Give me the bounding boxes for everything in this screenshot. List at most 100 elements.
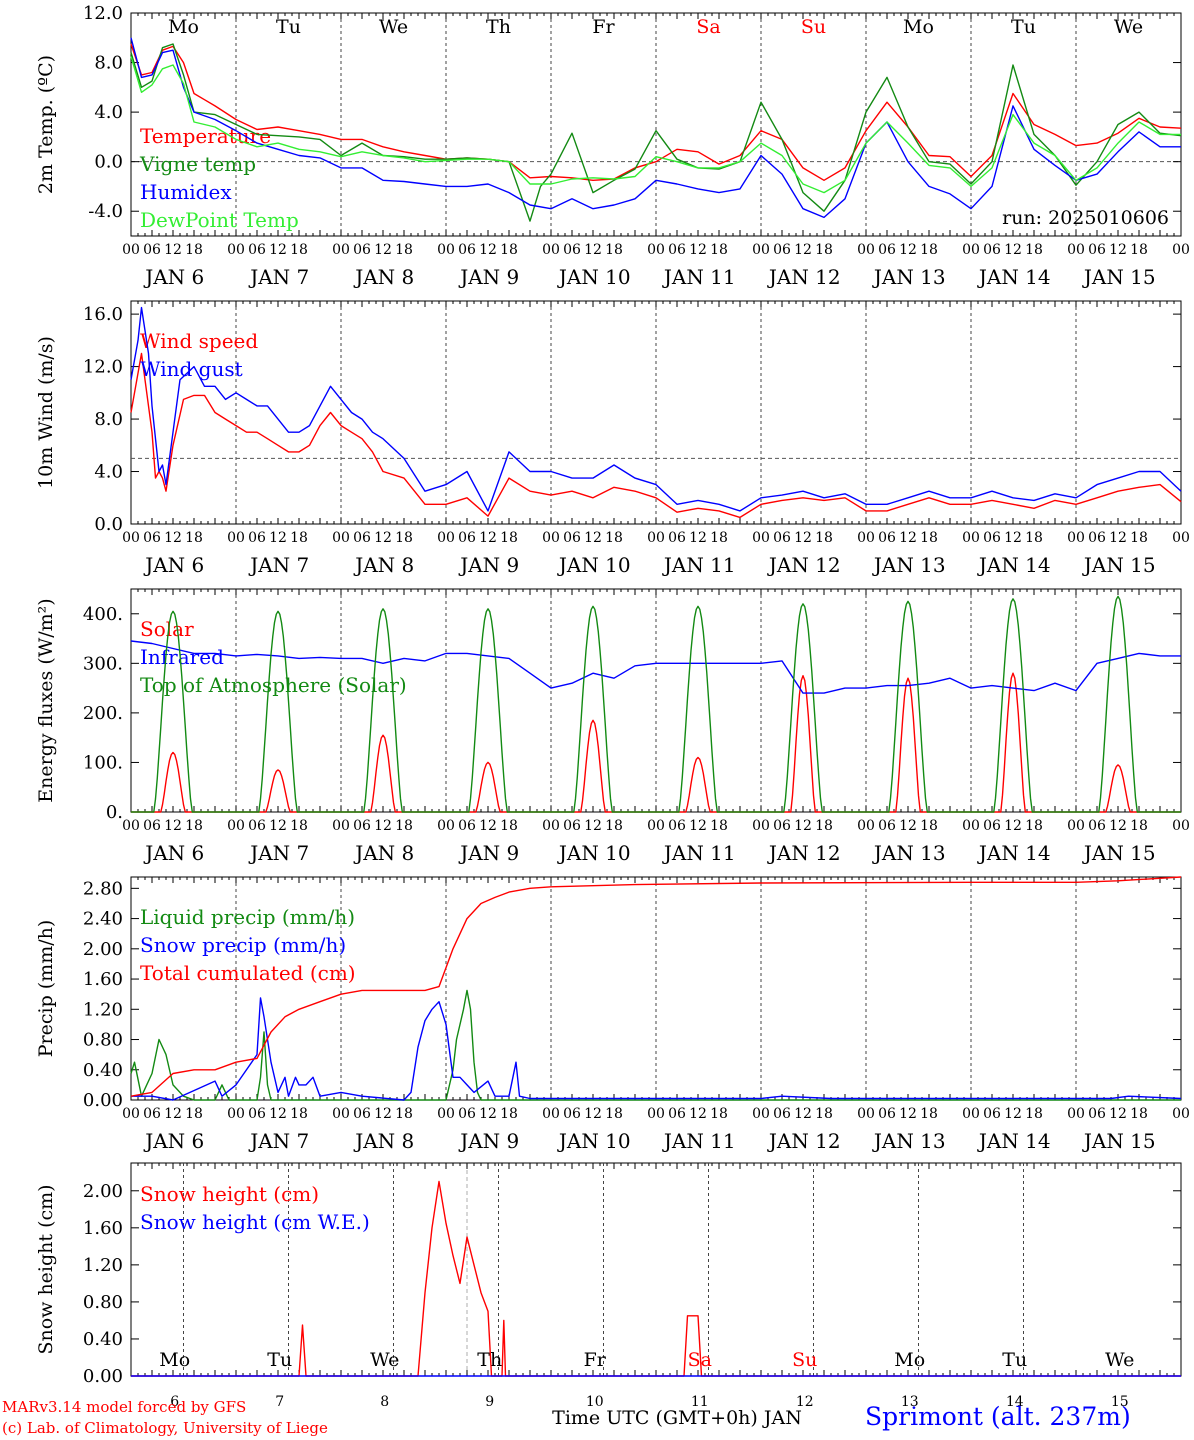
y-tick-label: 0. [106, 802, 123, 823]
hour-tick-label: 00 [962, 1106, 980, 1122]
legend-entry: Snow height (cm W.E.) [140, 1210, 370, 1234]
y-tick-label: 1.20 [83, 1255, 123, 1276]
hour-tick-label: 00 [437, 530, 455, 546]
y-tick-label: 0.00 [83, 1090, 123, 1111]
day-number-label: 11 [691, 1394, 709, 1410]
hour-tick-label: 06 [353, 818, 371, 834]
day-label: JAN 10 [557, 1129, 631, 1153]
hour-tick-label: 18 [710, 1106, 728, 1122]
hour-tick-label: 12 [1004, 242, 1022, 258]
hour-tick-label: 18 [395, 242, 413, 258]
weekday-label: Mo [168, 16, 199, 38]
hour-tick-label: 06 [878, 530, 896, 546]
hour-tick-label: 12 [794, 530, 812, 546]
hour-tick-label: 18 [710, 242, 728, 258]
hour-tick-label: 12 [269, 530, 287, 546]
hour-tick-label: 00 [647, 242, 665, 258]
day-number-label: 13 [901, 1394, 919, 1410]
y-tick-label: 1.60 [83, 1218, 123, 1239]
hour-tick-label: 18 [605, 1106, 623, 1122]
series-line [130, 43, 1182, 222]
plot-frame [130, 300, 1182, 525]
hour-tick-label: 12 [164, 818, 182, 834]
day-label: JAN 13 [872, 1129, 946, 1153]
hour-tick-label: 00 [1172, 242, 1190, 258]
hour-tick-label: 18 [395, 530, 413, 546]
hour-tick-label: 18 [395, 818, 413, 834]
day-label: JAN 9 [458, 265, 519, 289]
series-line [130, 876, 1182, 1097]
hour-tick-label: 12 [689, 242, 707, 258]
y-tick-label: 1.60 [83, 969, 123, 990]
hour-tick-label: 00 [1172, 1106, 1190, 1122]
hour-tick-label: 00 [227, 242, 245, 258]
day-label: JAN 14 [977, 265, 1051, 289]
hour-tick-label: 00 [227, 1106, 245, 1122]
legend-entry: Infrared [140, 645, 224, 669]
hour-tick-label: 06 [983, 242, 1001, 258]
lab-credit: (c) Lab. of Climatology, University of L… [2, 1419, 328, 1437]
day-label: JAN 6 [143, 553, 204, 577]
y-tick-label: 1.20 [83, 999, 123, 1020]
day-label: JAN 7 [248, 265, 309, 289]
day-number-label: 10 [586, 1394, 604, 1410]
hour-tick-label: 12 [584, 818, 602, 834]
day-label: JAN 7 [248, 841, 309, 865]
legend-entry: Snow precip (mm/h) [140, 933, 346, 957]
hour-tick-label: 06 [248, 818, 266, 834]
hour-tick-label: 00 [647, 818, 665, 834]
hour-tick-label: 06 [563, 1106, 581, 1122]
day-label: JAN 12 [767, 841, 841, 865]
hour-tick-label: 12 [1109, 530, 1127, 546]
hour-tick-label: 12 [584, 242, 602, 258]
hour-tick-label: 06 [458, 242, 476, 258]
hour-tick-label: 00 [1067, 530, 1085, 546]
hour-tick-label: 12 [1109, 818, 1127, 834]
y-tick-label: 8.0 [94, 53, 123, 74]
hour-tick-label: 06 [773, 242, 791, 258]
hour-tick-label: 12 [374, 1106, 392, 1122]
day-label: JAN 11 [662, 1129, 736, 1153]
hour-tick-label: 06 [668, 242, 686, 258]
hour-tick-label: 00 [542, 1106, 560, 1122]
hour-tick-label: 18 [605, 818, 623, 834]
hour-tick-label: 12 [269, 818, 287, 834]
hour-tick-label: 00 [437, 818, 455, 834]
y-tick-label: 0.80 [83, 1292, 123, 1313]
hour-tick-label: 00 [647, 530, 665, 546]
hour-tick-label: 18 [605, 242, 623, 258]
hour-tick-label: 12 [584, 530, 602, 546]
hour-tick-label: 18 [500, 1106, 518, 1122]
series-line [130, 989, 1181, 1101]
hour-tick-label: 18 [1130, 242, 1148, 258]
hour-tick-label: 12 [794, 1106, 812, 1122]
hour-tick-label: 00 [962, 242, 980, 258]
weekday-label: We [1105, 1349, 1134, 1371]
hour-tick-label: 06 [458, 818, 476, 834]
hour-tick-label: 06 [983, 530, 1001, 546]
hour-tick-label: 00 [1067, 242, 1085, 258]
series-line [130, 306, 1182, 512]
hour-tick-label: 12 [1109, 1106, 1127, 1122]
hour-tick-label: 00 [227, 530, 245, 546]
hour-tick-label: 06 [1088, 818, 1106, 834]
hour-tick-label: 06 [773, 818, 791, 834]
hour-tick-label: 06 [668, 818, 686, 834]
day-label: JAN 15 [1082, 265, 1156, 289]
hour-tick-label: 18 [920, 818, 938, 834]
weekday-label: Tu [276, 16, 301, 38]
hour-tick-label: 18 [500, 242, 518, 258]
legend-entry: Total cumulated (cm) [140, 961, 356, 985]
y-tick-label: 4.0 [94, 102, 123, 123]
hour-tick-label: 18 [290, 530, 308, 546]
weekday-label: We [379, 16, 408, 38]
hour-tick-label: 18 [815, 818, 833, 834]
hour-tick-label: 12 [899, 242, 917, 258]
panel-precip: 2.80 2.40 2.00 1.60 1.20 0.80 0.40 0.00 Precip (… [35, 876, 1190, 1153]
hour-tick-label: 00 [122, 530, 140, 546]
legend-entry: Liquid precip (mm/h) [140, 905, 355, 929]
day-number-label: 15 [1111, 1394, 1129, 1410]
weekday-label: Sa [688, 1349, 712, 1371]
hour-tick-label: 00 [1172, 818, 1190, 834]
day-label: JAN 7 [248, 553, 309, 577]
